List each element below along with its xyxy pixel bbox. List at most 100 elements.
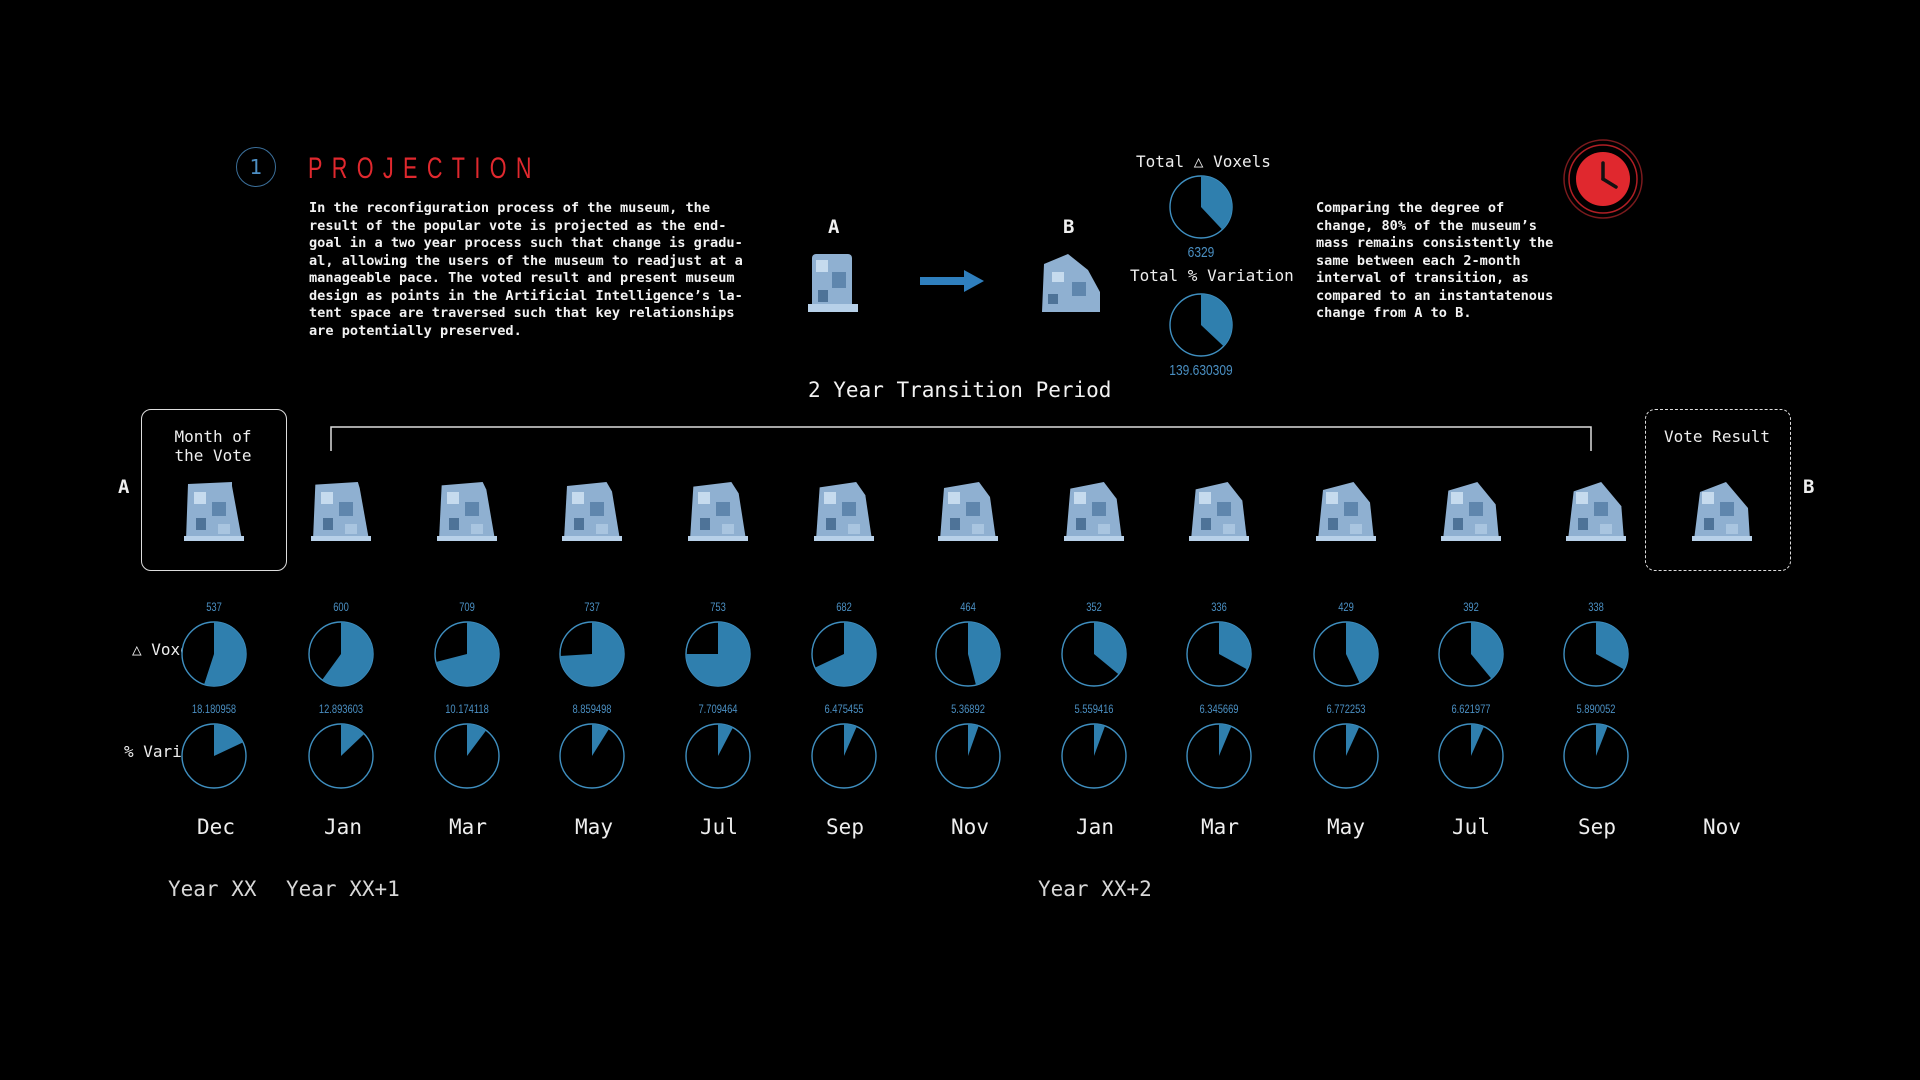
month-label: Nov xyxy=(951,815,989,839)
timeline-side-a: A xyxy=(118,476,130,498)
total-variation-value: 139.630309 xyxy=(1169,362,1233,379)
variation-value-label: 5.36892 xyxy=(951,702,985,716)
voxels-pie xyxy=(811,621,877,687)
voxels-pie-slice xyxy=(968,622,1000,685)
variation-value-label: 6.772253 xyxy=(1326,702,1366,716)
voxel-model-thumbnail xyxy=(311,482,371,541)
vote-result-label: Vote Result xyxy=(1664,427,1770,446)
variation-pie-slice xyxy=(214,724,243,756)
voxels-pie-slice xyxy=(815,622,876,686)
month-label: Nov xyxy=(1703,815,1741,839)
variation-value-label: 6.345669 xyxy=(1199,702,1239,716)
voxels-value-label: 464 xyxy=(960,600,976,614)
variation-pie-slice xyxy=(718,724,733,756)
transition-period-title: 2 Year Transition Period xyxy=(808,378,1112,402)
voxels-pie-slice xyxy=(686,622,750,686)
variation-value-label: 5.890052 xyxy=(1576,702,1616,716)
variation-pie-slice xyxy=(844,724,857,756)
total-voxels-title: Total △ Voxels xyxy=(1136,152,1271,171)
variation-pie-slice xyxy=(467,724,487,756)
variation-value-label: 7.709464 xyxy=(698,702,738,716)
variation-value-label: 8.859498 xyxy=(572,702,612,716)
state-b-label: B xyxy=(1063,216,1075,238)
voxels-pie xyxy=(1186,621,1252,687)
variation-pie xyxy=(685,723,751,789)
total-variation-title: Total % Variation xyxy=(1130,266,1294,285)
voxel-model-thumbnail xyxy=(1316,482,1376,541)
voxels-pie-slice xyxy=(1346,622,1378,683)
voxels-value-label: 338 xyxy=(1588,600,1604,614)
variation-pie xyxy=(1563,723,1629,789)
variation-pie xyxy=(1438,723,1504,789)
voxels-value-label: 737 xyxy=(584,600,600,614)
voxels-value-label: 392 xyxy=(1463,600,1479,614)
voxel-model-thumbnail xyxy=(1441,482,1501,541)
voxels-pie xyxy=(308,621,374,687)
year-label-xx: Year XX xyxy=(168,877,257,901)
variation-pie xyxy=(308,723,374,789)
step-number-badge: 1 xyxy=(236,147,276,187)
voxel-model-thumbnail xyxy=(814,482,874,541)
voxels-pie xyxy=(559,621,625,687)
month-label: Sep xyxy=(826,815,864,839)
voxel-model-thumbnail xyxy=(1566,482,1626,541)
variation-pie xyxy=(935,723,1001,789)
voxels-pie-slice xyxy=(322,622,373,686)
voxels-pie xyxy=(1061,621,1127,687)
voxels-value-label: 682 xyxy=(836,600,852,614)
variation-pie xyxy=(1186,723,1252,789)
month-of-vote-label: Month of the Vote xyxy=(174,427,252,465)
variation-pie-slice xyxy=(341,724,365,756)
state-a-label: A xyxy=(828,216,840,238)
voxels-pie-slice xyxy=(560,622,624,686)
total-voxels-pie-graphic xyxy=(1169,175,1233,239)
description-text: In the reconfiguration process of the mu… xyxy=(309,200,743,339)
variation-pie-slice xyxy=(1596,724,1608,756)
voxels-value-label: 537 xyxy=(206,600,222,614)
voxels-value-label: 429 xyxy=(1338,600,1354,614)
month-label: Mar xyxy=(1201,815,1239,839)
voxels-pie xyxy=(935,621,1001,687)
total-voxels-pie-graphic-slice xyxy=(1201,176,1232,230)
clock-icon xyxy=(1562,138,1644,224)
month-label: Jan xyxy=(324,815,362,839)
voxels-pie xyxy=(1313,621,1379,687)
total-variation-pie xyxy=(1168,292,1234,362)
variation-value-label: 18.180958 xyxy=(191,702,237,716)
month-of-vote-box xyxy=(141,409,287,571)
variation-pie-slice xyxy=(592,724,609,756)
year-label-xx-1: Year XX+1 xyxy=(286,877,400,901)
vote-result-box xyxy=(1645,409,1791,571)
voxel-model-thumbnail xyxy=(562,482,622,541)
variation-pie xyxy=(181,723,247,789)
variation-pie-slice xyxy=(968,724,979,756)
state-b-voxel-model xyxy=(1038,250,1104,320)
voxels-pie-slice xyxy=(1219,622,1251,670)
comparison-text: Comparing the degree of change, 80% of t… xyxy=(1316,200,1554,321)
variation-value-label: 6.475455 xyxy=(824,702,864,716)
year-label-xx-2: Year XX+2 xyxy=(1038,877,1152,901)
timeline-side-b: B xyxy=(1803,476,1815,498)
voxels-pie xyxy=(685,621,751,687)
variation-pie xyxy=(811,723,877,789)
variation-pie xyxy=(434,723,500,789)
voxels-pie-slice xyxy=(1596,622,1628,670)
variation-value-label: 6.621977 xyxy=(1451,702,1491,716)
month-label: Mar xyxy=(449,815,487,839)
voxels-value-label: 600 xyxy=(333,600,349,614)
variation-pie xyxy=(559,723,625,789)
voxels-value-label: 709 xyxy=(459,600,475,614)
voxels-pie xyxy=(1438,621,1504,687)
voxels-pie xyxy=(434,621,500,687)
voxel-model-thumbnail xyxy=(938,482,998,541)
variation-pie-slice xyxy=(1219,724,1232,756)
voxel-model-thumbnail xyxy=(688,482,748,541)
voxel-model-thumbnail xyxy=(184,482,244,541)
voxels-pie-slice xyxy=(1471,622,1503,679)
voxel-model-thumbnail xyxy=(1189,482,1249,541)
variation-pie-slice xyxy=(1471,724,1484,756)
voxel-model-thumbnail xyxy=(1692,482,1752,541)
variation-pie-slice xyxy=(1346,724,1360,756)
variation-value-label: 10.174118 xyxy=(445,702,489,716)
month-label: Jan xyxy=(1076,815,1114,839)
